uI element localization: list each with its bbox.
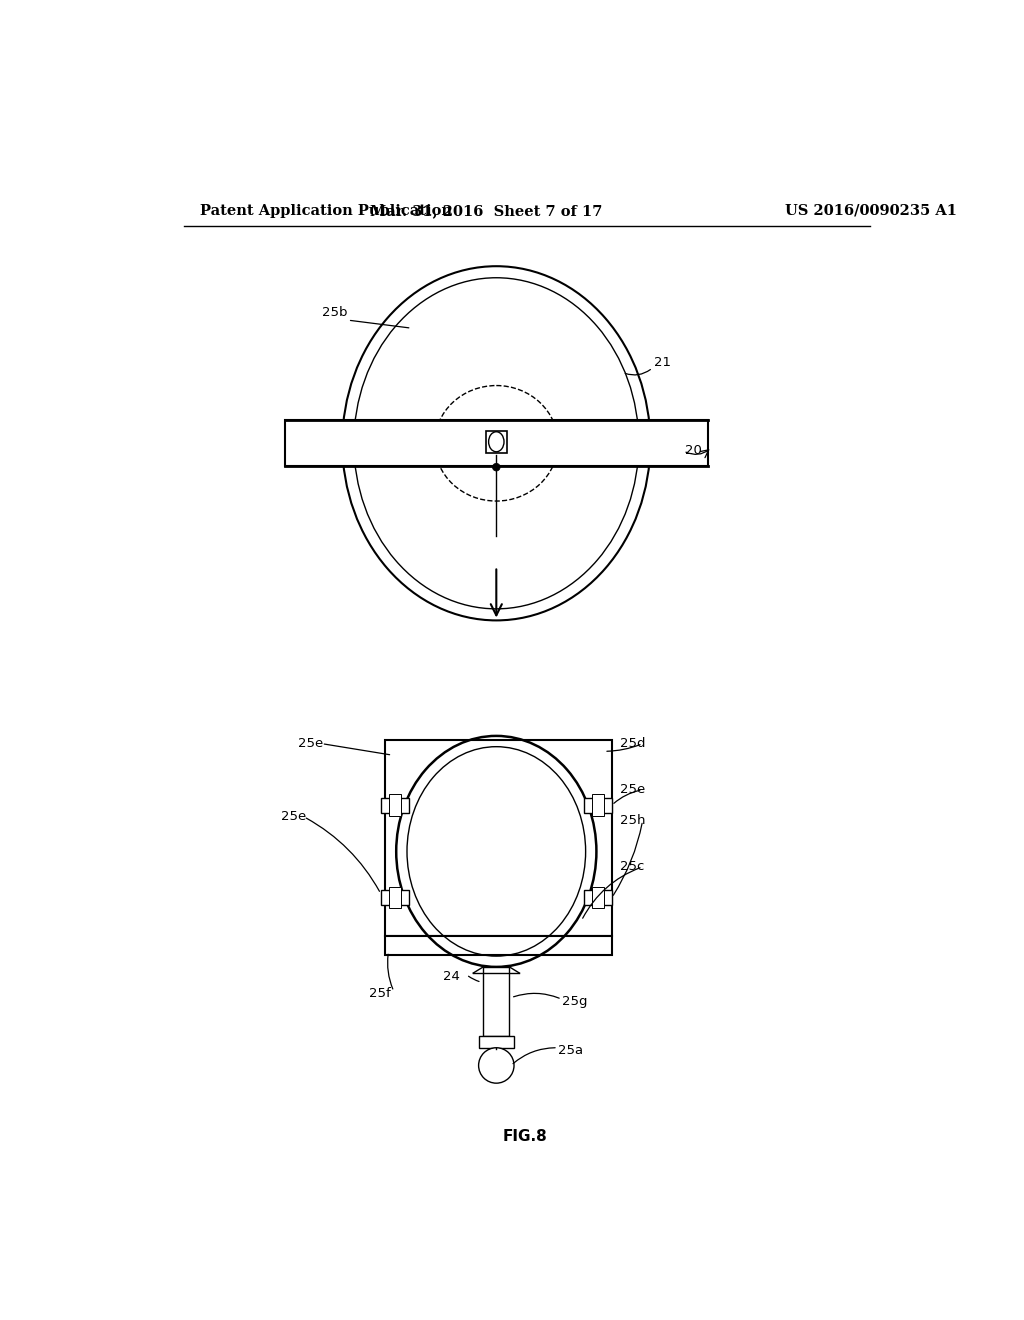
Text: 21: 21 xyxy=(654,356,671,370)
Bar xyxy=(385,936,611,956)
Text: 25d: 25d xyxy=(620,737,645,750)
Text: 25e: 25e xyxy=(298,737,324,750)
Bar xyxy=(381,890,409,906)
Text: FIG.8: FIG.8 xyxy=(503,1129,547,1144)
Text: 25e: 25e xyxy=(620,783,645,796)
Text: Mar. 31, 2016  Sheet 7 of 17: Mar. 31, 2016 Sheet 7 of 17 xyxy=(370,203,602,218)
Bar xyxy=(592,795,604,816)
Bar xyxy=(485,430,507,453)
Text: 25c: 25c xyxy=(620,861,644,874)
Text: Patent Application Publication: Patent Application Publication xyxy=(200,203,452,218)
Text: 25a: 25a xyxy=(558,1044,583,1056)
Bar xyxy=(478,1036,514,1048)
Text: 25b: 25b xyxy=(322,306,347,319)
Text: 24: 24 xyxy=(443,970,460,982)
Text: 25e: 25e xyxy=(281,810,306,824)
Bar xyxy=(285,420,708,466)
Text: 25f: 25f xyxy=(370,987,391,1001)
Bar xyxy=(388,795,400,816)
Text: 25g: 25g xyxy=(562,995,587,1008)
Text: 25h: 25h xyxy=(620,814,645,828)
Bar xyxy=(385,739,611,936)
Circle shape xyxy=(493,463,500,471)
Bar xyxy=(483,966,509,1036)
Bar xyxy=(584,890,611,906)
Bar xyxy=(388,887,400,908)
Bar xyxy=(584,797,611,813)
Text: 20: 20 xyxy=(685,445,701,458)
Text: US 2016/0090235 A1: US 2016/0090235 A1 xyxy=(785,203,957,218)
Bar xyxy=(592,887,604,908)
Bar xyxy=(381,797,409,813)
Ellipse shape xyxy=(478,1048,514,1084)
